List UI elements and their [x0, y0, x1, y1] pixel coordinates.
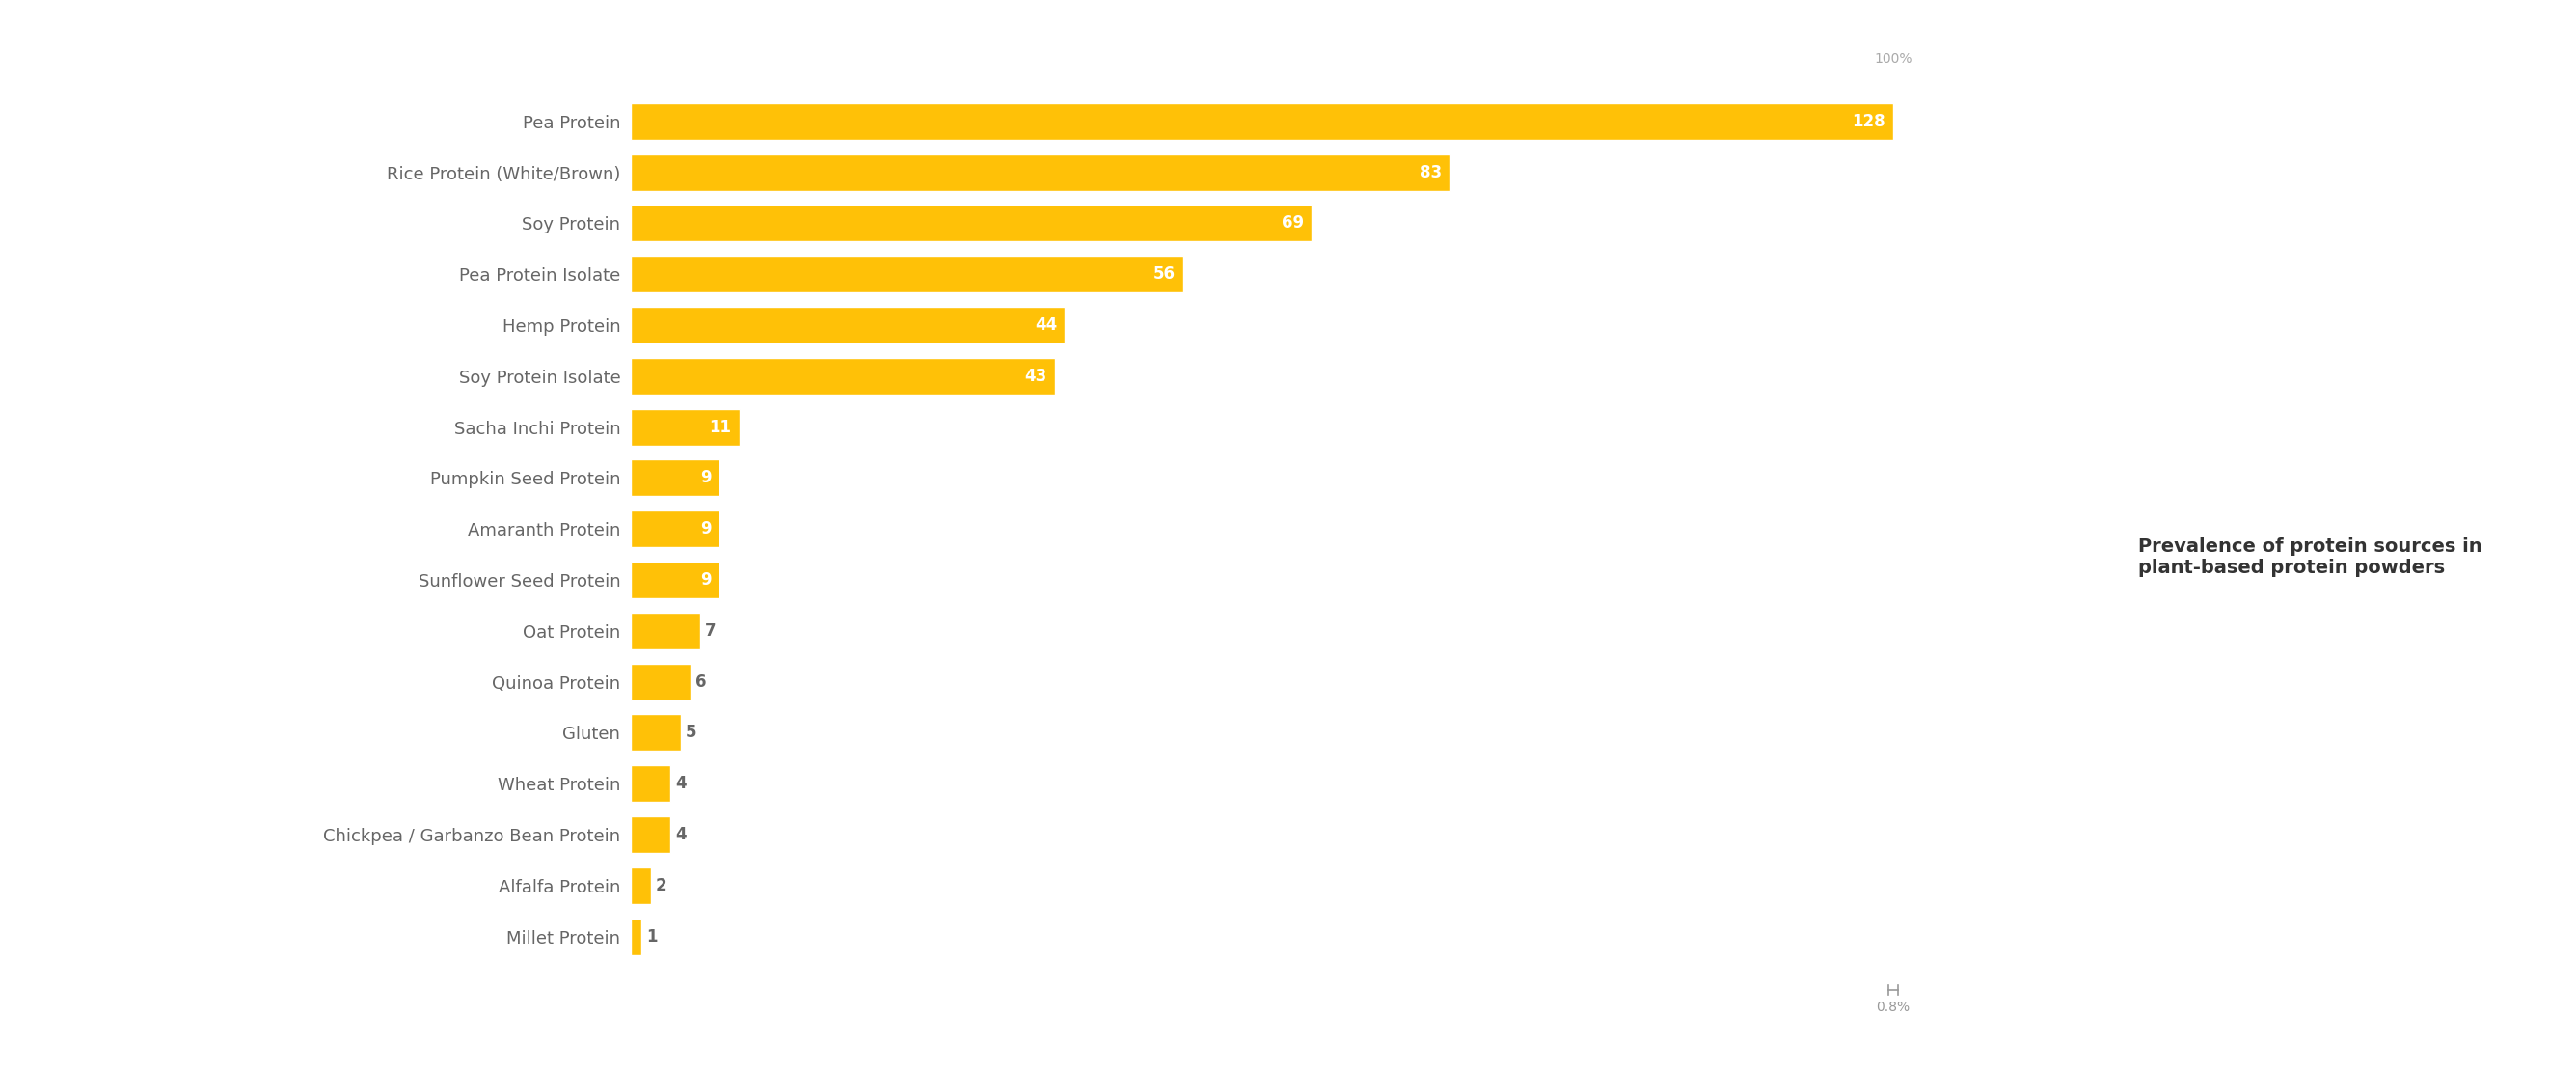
Bar — [631, 205, 1311, 242]
Bar — [631, 714, 680, 751]
Text: 128: 128 — [1852, 112, 1886, 130]
Text: 69: 69 — [1280, 214, 1303, 232]
Bar — [631, 816, 670, 853]
Text: 5: 5 — [685, 724, 696, 741]
Text: 56: 56 — [1154, 266, 1175, 283]
Bar — [631, 459, 719, 496]
Bar — [631, 561, 719, 599]
Bar — [631, 766, 670, 802]
Bar — [631, 663, 690, 700]
Text: 4: 4 — [675, 826, 688, 843]
Bar — [631, 358, 1056, 394]
Text: 11: 11 — [708, 419, 732, 436]
Bar — [631, 918, 641, 955]
Text: 9: 9 — [701, 571, 711, 589]
Bar — [631, 306, 1064, 344]
Bar — [631, 868, 652, 904]
Text: 83: 83 — [1419, 164, 1443, 181]
Text: 0.8%: 0.8% — [1875, 1000, 1911, 1013]
Bar — [631, 103, 1893, 139]
Text: Prevalence of protein sources in
plant-based protein powders: Prevalence of protein sources in plant-b… — [2138, 538, 2483, 576]
Text: 9: 9 — [701, 469, 711, 486]
Text: 7: 7 — [706, 622, 716, 639]
Bar — [631, 613, 701, 649]
Text: 9: 9 — [701, 521, 711, 538]
Text: 1: 1 — [647, 927, 657, 945]
Text: 43: 43 — [1025, 367, 1048, 384]
Bar — [631, 154, 1450, 191]
Bar — [631, 511, 719, 547]
Bar — [631, 256, 1182, 292]
Text: 100%: 100% — [1875, 51, 1911, 65]
Bar — [631, 409, 739, 446]
Text: 6: 6 — [696, 673, 706, 691]
Text: 44: 44 — [1036, 316, 1056, 334]
Text: 4: 4 — [675, 775, 688, 793]
Text: 2: 2 — [657, 877, 667, 894]
